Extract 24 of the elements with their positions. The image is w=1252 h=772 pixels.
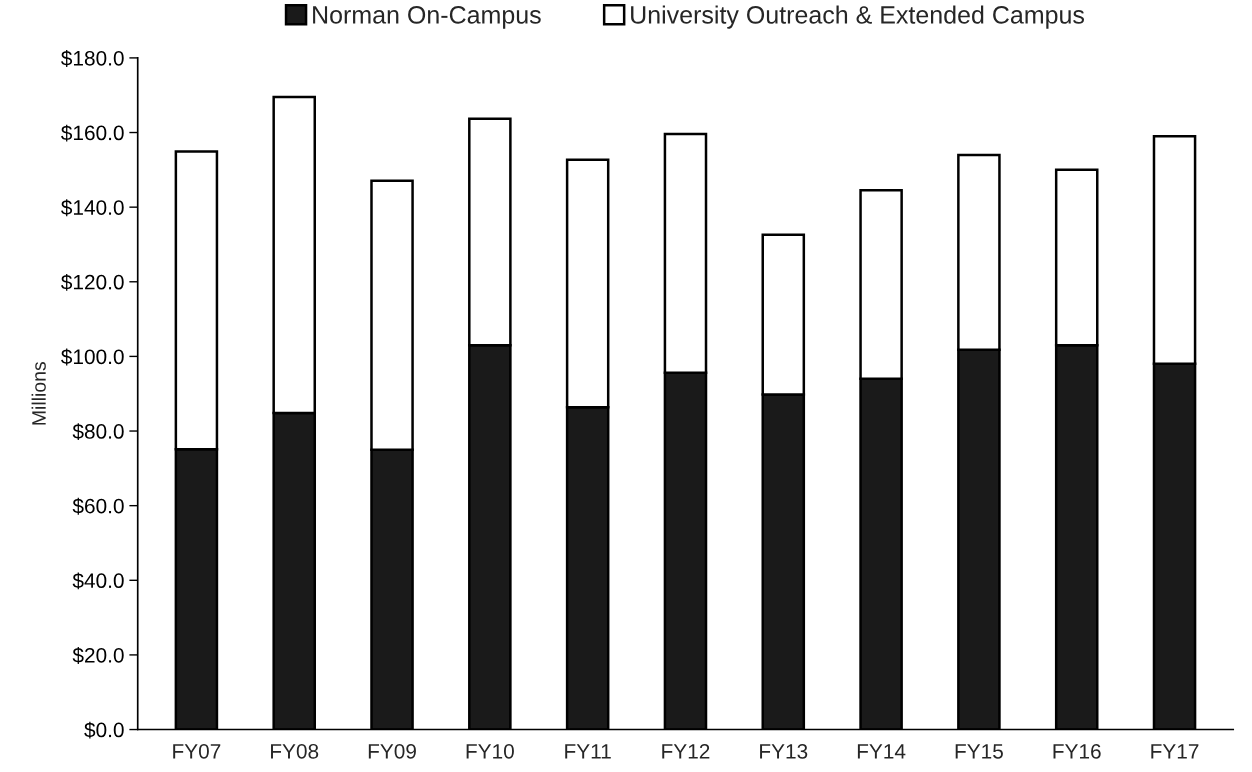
x-tick-label: FY07 bbox=[173, 743, 221, 759]
y-tick-label: $180.0 bbox=[61, 50, 124, 67]
x-tick-label: FY08 bbox=[271, 743, 319, 759]
y-axis-title: Millions bbox=[31, 362, 46, 425]
x-tick-label: FY15 bbox=[955, 744, 1003, 759]
y-tick-label: $60.0 bbox=[72, 497, 124, 515]
legend-label: University Outreach & Extended Campus bbox=[631, 5, 1085, 29]
y-tick-label: $120.0 bbox=[61, 273, 124, 291]
x-tick-label: FY09 bbox=[368, 743, 416, 759]
x-tick-label: FY14 bbox=[857, 744, 906, 759]
y-tick-label: $160.0 bbox=[61, 124, 124, 142]
x-tick-label: FY13 bbox=[760, 743, 808, 759]
y-tick-label: $100.0 bbox=[61, 348, 124, 366]
x-tick-label: FY10 bbox=[466, 743, 514, 759]
y-tick-label: $40.0 bbox=[72, 572, 124, 590]
y-tick-label: $140.0 bbox=[61, 199, 124, 217]
legend-label: Norman On-Campus bbox=[313, 6, 541, 29]
x-tick-label: FY17 bbox=[1151, 744, 1199, 759]
y-tick-label: $20.0 bbox=[72, 647, 124, 664]
x-tick-label: FY11 bbox=[565, 744, 611, 759]
y-tick-label: $0.0 bbox=[84, 721, 124, 739]
y-tick-label: $80.0 bbox=[72, 423, 124, 441]
x-tick-label: FY12 bbox=[662, 743, 710, 759]
x-tick-label: FY16 bbox=[1053, 743, 1101, 759]
